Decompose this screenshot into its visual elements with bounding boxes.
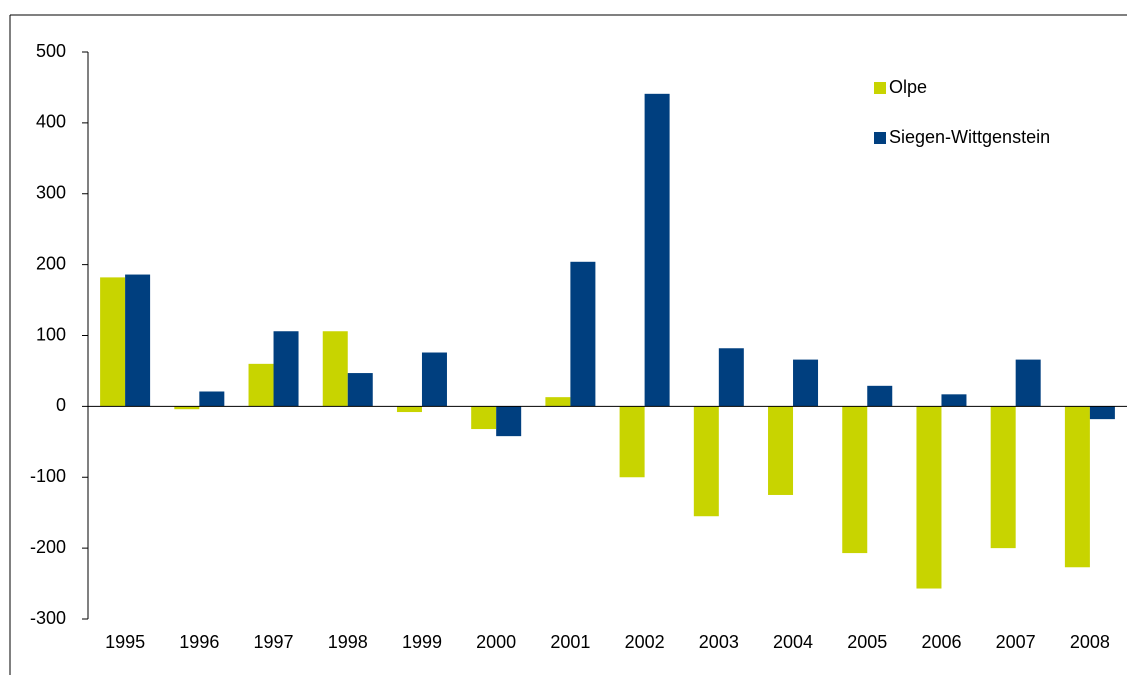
- x-tick-label: 1997: [254, 632, 294, 652]
- bar: [941, 394, 967, 407]
- legend-label: Olpe: [889, 77, 927, 97]
- legend-marker: [874, 132, 886, 144]
- y-tick-label: 200: [36, 253, 66, 273]
- bar: [570, 261, 596, 407]
- bar: [867, 385, 893, 407]
- bar: [471, 406, 497, 430]
- bar: [125, 274, 151, 407]
- bar: [421, 352, 447, 407]
- x-tick-label: 2007: [996, 632, 1036, 652]
- x-tick-label: 1999: [402, 632, 442, 652]
- bar: [322, 331, 348, 407]
- x-tick-label: 2008: [1070, 632, 1110, 652]
- bar: [347, 373, 373, 407]
- bar: [718, 348, 744, 407]
- x-tick-label: 2000: [476, 632, 516, 652]
- x-tick-label: 2001: [550, 632, 590, 652]
- bar: [693, 406, 719, 517]
- bar: [248, 363, 274, 407]
- y-tick-label: -200: [30, 537, 66, 557]
- y-tick-label: -100: [30, 466, 66, 486]
- y-tick-label: 0: [56, 395, 66, 415]
- y-tick-label: 100: [36, 324, 66, 344]
- y-tick-label: 300: [36, 183, 66, 203]
- legend-marker: [874, 82, 886, 94]
- bar: [174, 406, 200, 410]
- y-tick-label: 400: [36, 112, 66, 132]
- bar: [842, 406, 868, 554]
- y-tick-label: -300: [30, 608, 66, 628]
- x-tick-label: 2003: [699, 632, 739, 652]
- bar: [768, 406, 794, 495]
- bar: [793, 359, 819, 407]
- x-tick-label: 1996: [179, 632, 219, 652]
- bar: [545, 397, 571, 407]
- x-tick-label: 1995: [105, 632, 145, 652]
- bar: [273, 331, 299, 407]
- bar: [496, 406, 522, 437]
- bar: [396, 406, 422, 413]
- y-tick-label: 500: [36, 41, 66, 61]
- bar: [644, 93, 670, 407]
- bar: [990, 406, 1016, 549]
- legend-label: Siegen-Wittgenstein: [889, 127, 1050, 147]
- bar: [916, 406, 942, 589]
- bar: [1089, 406, 1115, 420]
- bar: [1064, 406, 1090, 568]
- x-tick-label: 2006: [921, 632, 961, 652]
- x-tick-label: 2002: [625, 632, 665, 652]
- bar: [619, 406, 645, 478]
- bar: [100, 277, 126, 407]
- x-tick-label: 2005: [847, 632, 887, 652]
- x-tick-label: 1998: [328, 632, 368, 652]
- bar: [1015, 359, 1041, 407]
- x-tick-label: 2004: [773, 632, 813, 652]
- bar: [199, 391, 225, 407]
